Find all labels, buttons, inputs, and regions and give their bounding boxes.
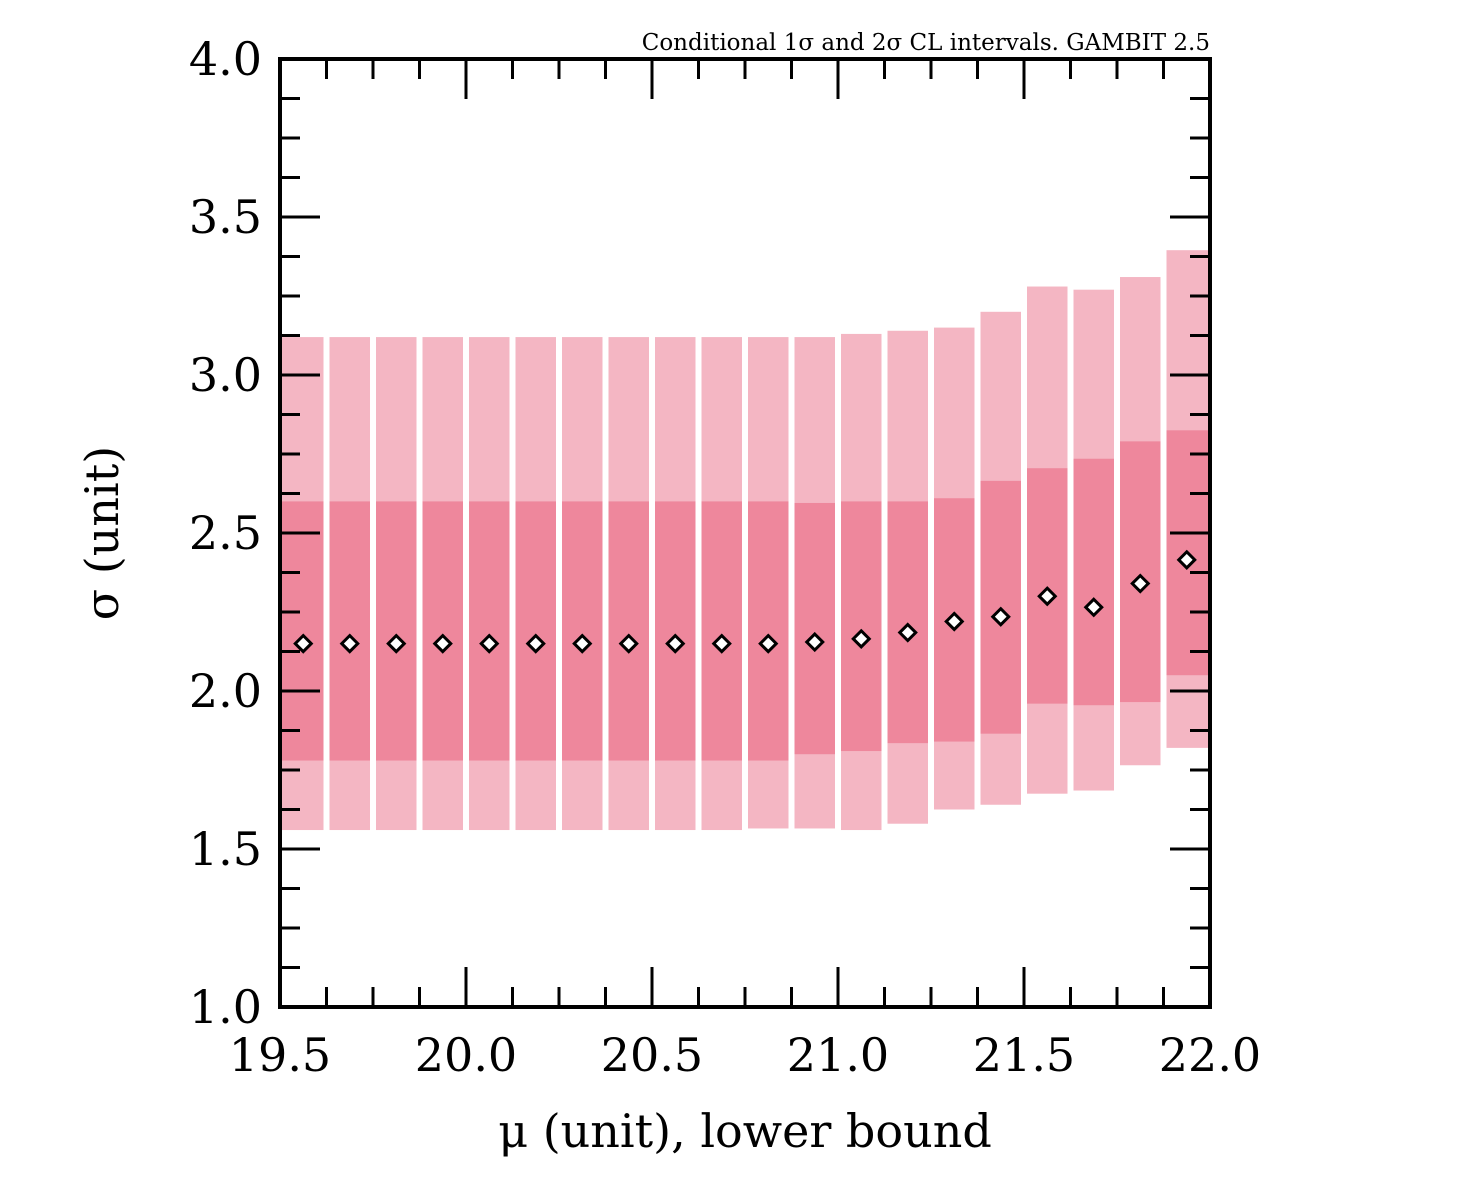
y-tick-label-0: 1.0 [189, 980, 262, 1034]
y-tick-label-4: 3.0 [189, 348, 262, 402]
band-1sigma-0 [280, 501, 324, 761]
band-1sigma-5 [515, 501, 556, 761]
x-tick-label-0: 19.5 [229, 1028, 331, 1082]
band-1sigma-1 [329, 501, 370, 761]
best-fit-markers [293, 549, 1197, 654]
interval-bands [280, 250, 1210, 831]
band-1sigma-4 [469, 501, 510, 761]
x-tick-label-4: 21.5 [973, 1028, 1075, 1082]
y-tick-label-6: 4.0 [189, 32, 262, 86]
y-tick-label-1: 1.5 [189, 822, 262, 876]
axis-ticks [278, 57, 1212, 1009]
best-fit-marker-0 [293, 633, 314, 654]
best-fit-marker-16 [1037, 586, 1058, 607]
x-tick-labels: 19.5 20.0 20.5 21.0 21.5 22.0 [229, 1028, 1261, 1082]
band-1sigma-6 [562, 501, 603, 761]
best-fit-marker-3 [432, 633, 453, 654]
band-1sigma-2 [376, 501, 417, 761]
x-tick-label-5: 22.0 [1159, 1028, 1261, 1082]
best-fit-marker-19 [1176, 549, 1197, 570]
band-1sigma-8 [655, 501, 696, 761]
band-1sigma-12 [841, 501, 882, 752]
best-fit-marker-8 [665, 633, 686, 654]
best-fit-marker-11 [804, 631, 825, 653]
y-tick-labels: 1.0 1.5 2.0 2.5 3.0 3.5 4.0 [189, 32, 262, 1034]
band-1sigma-10 [748, 501, 789, 761]
x-axis-label: μ (unit), lower bound [498, 1104, 992, 1158]
y-tick-label-2: 2.0 [189, 664, 262, 718]
band-1sigma-17 [1073, 458, 1114, 706]
chart-title: Conditional 1σ and 2σ CL intervals. GAMB… [642, 30, 1210, 56]
band-1sigma-11 [794, 502, 835, 755]
y-tick-label-3: 2.5 [189, 506, 262, 560]
best-fit-marker-17 [1083, 597, 1104, 618]
best-fit-marker-10 [758, 633, 779, 654]
band-1sigma-16 [1027, 468, 1068, 704]
best-fit-marker-12 [851, 628, 872, 649]
band-1sigma-9 [701, 501, 742, 761]
best-fit-marker-7 [618, 633, 639, 654]
best-fit-marker-15 [990, 606, 1011, 627]
best-fit-marker-13 [897, 622, 918, 643]
y-tick-label-5: 3.5 [189, 190, 262, 244]
x-tick-label-2: 20.5 [601, 1028, 703, 1082]
y-axis-label: σ (unit) [75, 446, 129, 620]
band-1sigma-13 [887, 501, 928, 744]
best-fit-marker-6 [572, 633, 593, 654]
best-fit-marker-14 [944, 611, 965, 632]
best-fit-marker-1 [339, 633, 360, 654]
best-fit-marker-5 [525, 633, 546, 654]
band-1sigma-7 [608, 501, 649, 761]
best-fit-marker-18 [1130, 573, 1151, 594]
plot-frame [278, 57, 1212, 1009]
x-tick-label-3: 21.0 [787, 1028, 889, 1082]
best-fit-marker-9 [711, 633, 732, 654]
x-tick-label-1: 20.0 [415, 1028, 517, 1082]
best-fit-marker-4 [479, 633, 500, 654]
band-1sigma-3 [422, 501, 463, 761]
band-1sigma-18 [1120, 441, 1161, 703]
best-fit-marker-2 [386, 633, 407, 654]
